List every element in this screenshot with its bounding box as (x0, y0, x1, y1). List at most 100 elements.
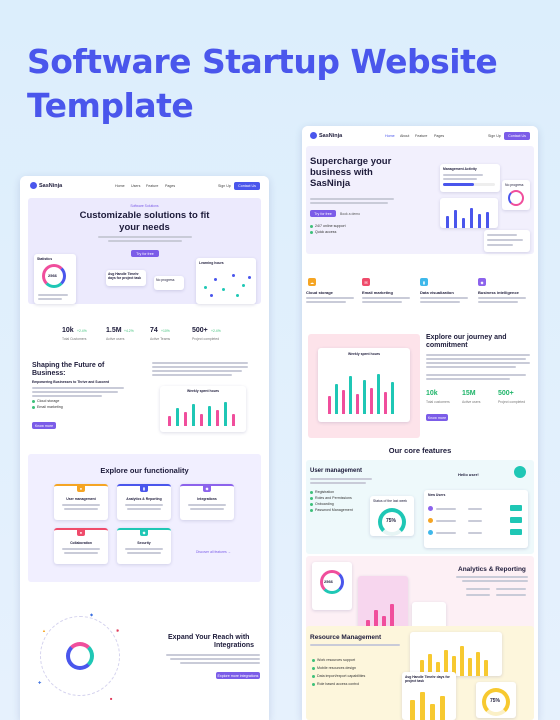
journey-label-1: Active users (462, 400, 481, 404)
mail-icon: ✉ (362, 278, 370, 286)
weekly-chart-title: Weekly spent hours (187, 389, 219, 393)
learning-card: Learning hours (196, 258, 256, 304)
progress-donut (508, 190, 524, 206)
team-icon: ● (77, 528, 85, 536)
table-row[interactable] (428, 516, 524, 526)
table-row[interactable] (428, 504, 524, 514)
logo-icon (310, 132, 317, 139)
visualization-icon: ▮ (420, 278, 428, 286)
hero-badge: Software Solutions (130, 204, 159, 208)
hello-user: Hello user! (458, 472, 479, 477)
user-check-1: Roles and Permissions (310, 496, 352, 500)
table-row[interactable] (428, 528, 524, 538)
status-card: Status of the last week 75% (370, 496, 414, 536)
activity-card (484, 230, 530, 252)
shaping-subtitle: Empowering Businesses to Thrive and Succ… (32, 380, 110, 384)
donut-chart (42, 264, 66, 288)
shield-icon: ◆ (140, 528, 148, 536)
check-icon (312, 674, 315, 678)
right-nav-about[interactable]: About (400, 134, 410, 138)
left-signup-link[interactable]: Sign Up (218, 184, 231, 188)
explore-integrations-button[interactable]: Explore more integrations (216, 672, 260, 679)
right-logo[interactable]: SasNinja (310, 132, 342, 139)
status-label: Status of the last week (373, 499, 408, 503)
core-features-title: Our core features (388, 446, 452, 455)
drive-icon: ▲ (42, 628, 46, 633)
functionality-section: Explore our functionality ● User managem… (28, 454, 261, 582)
resource-avg-card: Avg Handle Timehr days for project task (402, 672, 456, 720)
right-contact-button[interactable]: Contact Us (504, 132, 530, 140)
stat-delta-0: +2.4% (77, 329, 87, 333)
stat-label-2: Active Teams (150, 337, 171, 341)
right-weekly-title: Weekly spent hours (348, 352, 380, 356)
users-icon: ● (77, 484, 85, 492)
right-hero-demo-button[interactable]: Book a demo (340, 212, 360, 216)
right-navbar: SasNinja Home About Feature Pages Sign U… (302, 126, 538, 144)
management-label: Management Activity (443, 167, 477, 171)
feature-data-visualization: Data visualization (420, 290, 454, 295)
func-integrations[interactable]: ◆ Integrations (180, 484, 234, 520)
feature-cloud-storage: Cloud storage (306, 290, 333, 295)
management-card: Management Activity (440, 164, 500, 192)
resource-check-0: Work resources support (312, 658, 355, 662)
resource-gauge-value: 75% (490, 698, 501, 704)
left-weekly-chart: Weekly spent hours (160, 386, 246, 432)
left-nav-feature[interactable]: Feature (146, 184, 159, 188)
stat-value-0: 10k (62, 327, 74, 334)
analytics-mini-card (412, 602, 446, 630)
left-hero: Software Solutions Customizable solution… (28, 198, 261, 304)
left-nav-home[interactable]: Home (115, 184, 125, 188)
page-title-line1: Software Startup Website (27, 42, 498, 81)
learning-title: Learning hours (199, 261, 224, 265)
feature-email-marketing: Email marketing (362, 290, 393, 295)
right-hero-title-2: business with (310, 167, 373, 178)
dropbox-icon: ◆ (90, 612, 94, 617)
left-nav-pages[interactable]: Pages (165, 184, 176, 188)
func-collaboration[interactable]: ● Collaboration (54, 528, 108, 564)
journey-stat-1: 15M (462, 390, 476, 397)
analytics-chart-card (358, 576, 408, 634)
func-user-management[interactable]: ● User management (54, 484, 108, 520)
right-nav-home[interactable]: Home (385, 134, 395, 138)
hero-try-button[interactable]: Try for free (131, 250, 159, 257)
stats-card: Statistics 2566 (34, 254, 76, 304)
right-weekly-chart: Weekly spent hours (308, 334, 420, 438)
check-cloud-storage: Cloud storage (32, 399, 59, 403)
right-nav-feature[interactable]: Feature (415, 134, 428, 138)
integration-orbit (40, 616, 120, 696)
left-contact-button[interactable]: Contact Us (234, 182, 260, 190)
discover-link[interactable]: Discover all features → (196, 550, 232, 554)
journey-label-0: Total customers (426, 400, 450, 404)
stat-value-1: 1.5M (106, 327, 122, 334)
right-hero-try-button[interactable]: Try for free (310, 210, 336, 217)
hero-check-access: Quick access (310, 230, 336, 234)
left-nav-users[interactable]: Users (131, 184, 141, 188)
expand-title-2: Integrations (214, 642, 255, 649)
new-users-label: New Users (428, 493, 446, 497)
right-website-preview: SasNinja Home About Feature Pages Sign U… (302, 126, 538, 720)
analytics-title: Analytics & Reporting (458, 566, 526, 573)
shaping-title-2: Business: (32, 370, 66, 377)
func-security[interactable]: ◆ Security (117, 528, 171, 564)
stat-delta-1: +4.2% (124, 329, 134, 333)
stats-card-value: 2566 (48, 273, 57, 278)
know-more-button[interactable]: Know more (32, 422, 56, 429)
shaping-title-1: Shaping the Future of (32, 362, 105, 369)
resource-gauge (482, 688, 510, 716)
assigned-label: Avg Handle Timehr days for project task (108, 272, 142, 280)
progress-card: No progress (502, 180, 530, 210)
check-icon (310, 490, 313, 494)
left-navbar: SasNinja Home Users Feature Pages Sign U… (20, 176, 269, 196)
expand-title-1: Expand Your Reach with (168, 634, 250, 641)
journey-know-more-button[interactable]: Know more (426, 414, 448, 421)
check-icon (312, 682, 315, 686)
func-analytics[interactable]: ▮ Analytics & Reporting (117, 484, 171, 520)
right-signup-link[interactable]: Sign Up (488, 134, 501, 138)
right-nav-pages[interactable]: Pages (434, 134, 445, 138)
check-icon (310, 230, 313, 234)
left-logo[interactable]: SasNinja (30, 182, 62, 189)
stat-value-2: 74 (150, 327, 158, 334)
analytics-donut (320, 570, 344, 594)
resource-gauge-card: 75% (476, 682, 516, 718)
user-check-3: Password Management (310, 508, 353, 512)
